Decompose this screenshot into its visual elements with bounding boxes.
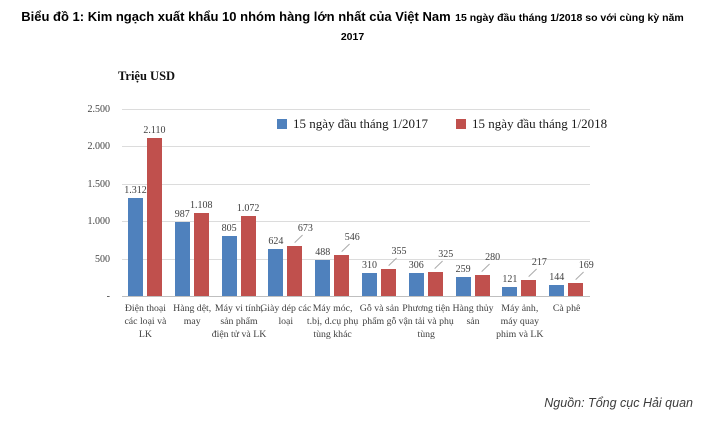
category-label: Máy vi tính, sản phẩm điện tử và LK — [211, 303, 267, 340]
bar-value-label-2018: 1.072 — [236, 202, 260, 214]
chart-title-line2: 2017 — [340, 31, 365, 43]
category-label: Hàng dệt, may — [173, 303, 212, 327]
category-label: Gỗ và sản phẩm gỗ — [359, 303, 399, 327]
chart-title-sub: 15 ngày đầu tháng 1/2018 so với cùng kỳ … — [455, 12, 684, 24]
bar-group: 144 169 — [543, 110, 594, 297]
bar-value-label-2018: 673 — [297, 222, 313, 234]
category-label: Giày dép các loại — [260, 303, 312, 327]
bar-group: 306 325 — [403, 110, 454, 297]
plot-area: 1.312 2.110 987 1.108 805 1.072 624 673 488 546 31… — [122, 109, 594, 297]
bar-value-label-2017: 488 — [315, 246, 331, 258]
y-tick-label: - — [106, 291, 110, 302]
bar-value-label-2017: 310 — [362, 259, 377, 271]
bar-group: 310 355 — [356, 110, 407, 297]
gridline — [122, 109, 590, 110]
legend-label-2017: 15 ngày đầu tháng 1/2017 — [293, 116, 429, 131]
bar-value-label-2018: 546 — [344, 232, 360, 244]
label-leader-line — [528, 268, 537, 277]
bar-value-label-2018: 355 — [391, 246, 407, 258]
bar-value-label-2018: 325 — [438, 248, 454, 260]
chart-title-line1: Biểu đồ 1: Kim ngạch xuất khẩu 10 nhóm h… — [0, 7, 705, 28]
bar-2018 — [287, 245, 303, 296]
bar-2018 — [240, 215, 256, 296]
label-leader-line — [340, 243, 350, 253]
x-axis-category-labels: Điện thoại các loại và LK Hàng dệt, may Má… — [122, 303, 590, 365]
bar-value-label-2018: 1.108 — [190, 200, 213, 212]
bar-2018 — [147, 138, 162, 296]
x-axis-line — [122, 296, 590, 297]
bar-2017 — [549, 285, 565, 296]
bar-group: 488 546 — [309, 110, 360, 297]
source-note: Nguồn: Tổng cục Hải quan — [544, 396, 693, 410]
bar-2017 — [408, 273, 424, 296]
bar-group: 624 673 — [262, 110, 313, 297]
bar-value-label-2017: 624 — [268, 236, 284, 248]
bar-value-label-2017: 987 — [174, 209, 190, 221]
bar-2018 — [381, 269, 396, 296]
y-tick-label: 2.500 — [87, 104, 111, 115]
gridline — [122, 221, 590, 223]
label-leader-line — [434, 260, 444, 269]
label-leader-line — [481, 263, 491, 273]
bar-2017 — [128, 197, 143, 296]
bar-value-label-2017: 144 — [549, 272, 565, 284]
y-tick-label: 2.000 — [87, 141, 111, 153]
bar-value-label-2018: 217 — [531, 256, 547, 268]
gridline — [122, 258, 590, 260]
bar-group: 987 1.108 — [169, 110, 216, 297]
bar-2018 — [521, 279, 537, 296]
label-leader-line — [294, 234, 303, 243]
bar-2018 — [334, 255, 350, 296]
legend-label-2018: 15 ngày đầu tháng 1/2018 — [472, 116, 608, 131]
bar-2017 — [221, 235, 237, 296]
bar-value-label-2017: 1.312 — [124, 184, 147, 196]
category-label: Cà phê — [552, 303, 581, 314]
bar-2017 — [268, 249, 284, 296]
bar-2017 — [315, 259, 331, 296]
bar-2018 — [474, 275, 490, 296]
y-axis-ticks: - 500 1.000 1.500 2.000 2.500 — [70, 104, 116, 302]
bar-2017 — [362, 272, 377, 296]
bar-value-label-2018: 2.110 — [143, 125, 166, 137]
category-label: Máy ảnh, máy quay phim và LK — [496, 303, 544, 340]
legend-item-2017: 15 ngày đầu tháng 1/2017 — [277, 116, 428, 132]
category-label: Máy móc, t.bị, d.cụ phụ tùng khác — [306, 303, 359, 340]
legend-swatch-2017 — [277, 119, 287, 129]
chart-title-main: Biểu đồ 1: Kim ngạch xuất khẩu 10 nhóm h… — [21, 9, 451, 24]
y-tick-label: 1.000 — [87, 216, 111, 228]
y-tick-label: 1.500 — [87, 178, 111, 190]
bar-2018 — [427, 271, 443, 296]
bar-value-label-2017: 121 — [502, 273, 518, 285]
bar-value-label-2017: 805 — [221, 222, 237, 234]
category-label: Điện thoại các loại và LK — [124, 303, 167, 340]
bar-2018 — [568, 283, 584, 296]
chart-legend: 15 ngày đầu tháng 1/2017 15 ngày đầu thá… — [277, 116, 607, 132]
y-tick-label: 500 — [95, 253, 110, 265]
bar-2017 — [502, 286, 518, 296]
category-label: Phương tiện vận tải và phụ tùng — [398, 303, 454, 340]
y-axis-unit-label: Triệu USD — [118, 69, 176, 83]
bar-value-label-2018: 169 — [578, 260, 594, 272]
bar-group: 805 1.072 — [216, 110, 263, 297]
bar-2017 — [174, 222, 190, 296]
gridline — [122, 146, 590, 148]
legend-item-2018: 15 ngày đầu tháng 1/2018 — [456, 116, 607, 132]
label-leader-line — [387, 258, 397, 267]
label-leader-line — [574, 271, 584, 281]
bar-group: 259 280 — [450, 110, 501, 297]
chart-title: Biểu đồ 1: Kim ngạch xuất khẩu 10 nhóm h… — [0, 7, 705, 47]
bar-group: 1.312 2.110 — [122, 110, 169, 297]
bar-value-label-2018: 280 — [485, 252, 501, 264]
bar-2018 — [193, 213, 209, 296]
bar-2017 — [455, 276, 471, 296]
bar-group: 121 217 — [496, 110, 547, 297]
bar-value-label-2017: 306 — [408, 260, 424, 272]
category-label: Hàng thủy sản — [452, 303, 494, 327]
legend-swatch-2018 — [456, 119, 467, 129]
bar-value-label-2017: 259 — [455, 263, 471, 275]
gridline — [122, 183, 590, 185]
